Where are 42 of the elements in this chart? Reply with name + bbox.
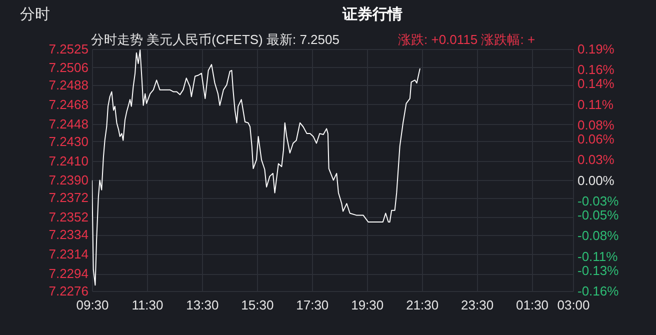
y2-tick-label: 0.11% bbox=[578, 96, 614, 112]
y-tick-label: 7.2334 bbox=[48, 227, 88, 242]
y2-tick-label: 0.19% bbox=[578, 42, 615, 56]
x-tick-label: 09:30 bbox=[76, 298, 109, 312]
y2-tick-label: 0.06% bbox=[578, 131, 615, 146]
y2-tick-label: -0.16% bbox=[578, 284, 620, 298]
x-tick-label: 23:30 bbox=[461, 298, 494, 312]
y-tick-label: 7.2525 bbox=[48, 42, 88, 56]
x-tick-label: 11:30 bbox=[132, 298, 164, 312]
y-tick-label: 7.2352 bbox=[48, 210, 88, 225]
chart-title: 证券行情 bbox=[342, 6, 402, 23]
y-tick-label: 7.2390 bbox=[48, 172, 88, 188]
y-tick-label: 7.2410 bbox=[48, 153, 88, 168]
y2-tick-label: -0.11% bbox=[578, 248, 618, 264]
y-tick-label: 7.2372 bbox=[48, 190, 88, 206]
x-tick-label: 03:00 bbox=[557, 298, 590, 312]
y2-tick-label: -0.03% bbox=[578, 194, 620, 209]
x-tick-label: 17:30 bbox=[296, 298, 329, 312]
x-tick-label: 13:30 bbox=[186, 298, 219, 312]
y2-tick-label: 0.14% bbox=[578, 76, 615, 92]
y-tick-label: 7.2488 bbox=[48, 77, 88, 92]
y-tick-label: 7.2430 bbox=[48, 134, 88, 149]
y2-tick-label: 0.03% bbox=[578, 152, 615, 168]
y2-tick-label: 0.08% bbox=[578, 118, 615, 133]
x-tick-label: 01:30 bbox=[516, 298, 549, 312]
y2-tick-label: -0.13% bbox=[578, 262, 620, 278]
y2-tick-label: 0.16% bbox=[578, 62, 615, 78]
y-tick-label: 7.2448 bbox=[48, 116, 88, 132]
y-tick-label: 7.2468 bbox=[48, 96, 88, 112]
y2-tick-label: -0.08% bbox=[578, 228, 620, 244]
chart-subtitle: 分时走势 美元人民币(CFETS) 最新: 7.2505 bbox=[91, 32, 340, 47]
y-tick-label: 7.2276 bbox=[48, 284, 88, 298]
text: 分时 bbox=[20, 6, 50, 23]
x-tick-label: 21:30 bbox=[406, 298, 439, 312]
x-tick-label: 19:30 bbox=[351, 298, 384, 312]
text: 涨跌: +0.0115 涨跌幅: + bbox=[398, 32, 536, 47]
y2-tick-label: 0.00% bbox=[578, 172, 615, 188]
y-tick-label: 7.2506 bbox=[48, 60, 88, 75]
y2-tick-label: -0.05% bbox=[578, 207, 620, 222]
y-tick-label: 7.2294 bbox=[48, 266, 88, 282]
y-tick-label: 7.2314 bbox=[48, 246, 88, 262]
x-tick-label: 15:30 bbox=[241, 298, 274, 312]
